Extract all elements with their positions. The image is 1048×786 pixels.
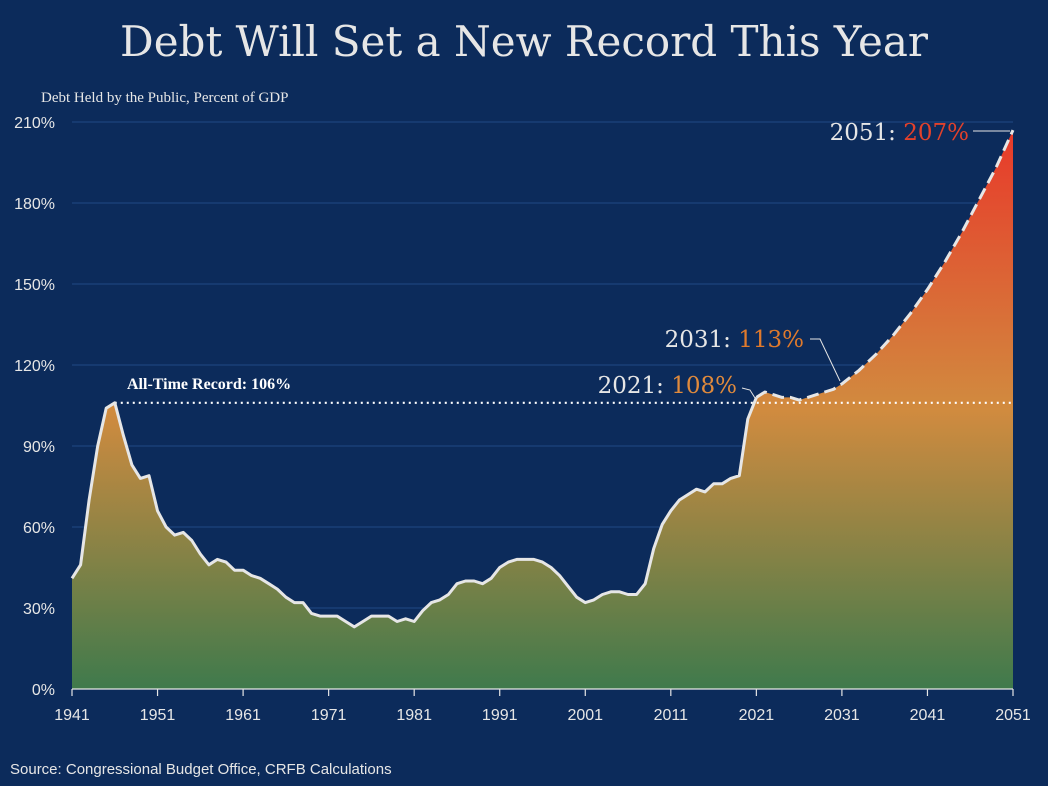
grid-lines bbox=[72, 121, 1013, 609]
annotation-label: 2031: 113% bbox=[665, 327, 804, 353]
x-tick-label: 2001 bbox=[567, 707, 603, 724]
x-tick-label: 1991 bbox=[482, 707, 518, 724]
y-tick-label: 120% bbox=[14, 358, 55, 375]
x-tick-label: 1951 bbox=[140, 707, 176, 724]
annotation-label: 2051: 207% bbox=[830, 120, 969, 146]
y-tick-label: 0% bbox=[32, 682, 55, 699]
annotations: 2021: 108% 2031: 113% 2051: 207% bbox=[598, 120, 1010, 399]
x-tick-label: 1941 bbox=[54, 707, 90, 724]
x-tick-label: 2021 bbox=[739, 707, 775, 724]
chart-title: Debt Will Set a New Record This Year bbox=[120, 17, 929, 66]
debt-area bbox=[72, 130, 1013, 690]
line-layer bbox=[70, 129, 1015, 629]
record-label: All-Time Record: 106% bbox=[127, 376, 291, 393]
record-layer: All-Time Record: 106% bbox=[114, 376, 1013, 404]
y-tick-label: 150% bbox=[14, 277, 55, 294]
x-tick-label: 2051 bbox=[995, 707, 1031, 724]
annotation-leader bbox=[810, 338, 841, 382]
chart-subtitle: Debt Held by the Public, Percent of GDP bbox=[41, 90, 288, 106]
x-axis: 1941 1951 1961 1971 1981 1991 2001 2011 2021 2031… bbox=[54, 688, 1031, 724]
y-tick-label: 210% bbox=[14, 115, 55, 132]
x-tick-label: 2041 bbox=[910, 707, 946, 724]
x-tick-label: 1971 bbox=[311, 707, 347, 724]
y-tick-label: 180% bbox=[14, 196, 55, 213]
x-tick-label: 2031 bbox=[824, 707, 860, 724]
x-tick-label: 1981 bbox=[396, 707, 432, 724]
y-tick-label: 30% bbox=[23, 601, 55, 618]
x-tick-label: 1961 bbox=[225, 707, 261, 724]
y-tick-labels: 0% 30% 60% 90% 120% 150% 180% 210% bbox=[14, 115, 55, 699]
historical-line bbox=[70, 396, 758, 629]
y-tick-label: 90% bbox=[23, 439, 55, 456]
projection-line bbox=[755, 129, 1015, 402]
annotation-leader bbox=[741, 387, 756, 399]
x-tick-label: 2011 bbox=[654, 707, 689, 724]
annotation-label: 2021: 108% bbox=[598, 373, 737, 399]
y-tick-label: 60% bbox=[23, 520, 55, 537]
area-layer bbox=[72, 130, 1013, 690]
source-note: Source: Congressional Budget Office, CRF… bbox=[10, 761, 392, 778]
